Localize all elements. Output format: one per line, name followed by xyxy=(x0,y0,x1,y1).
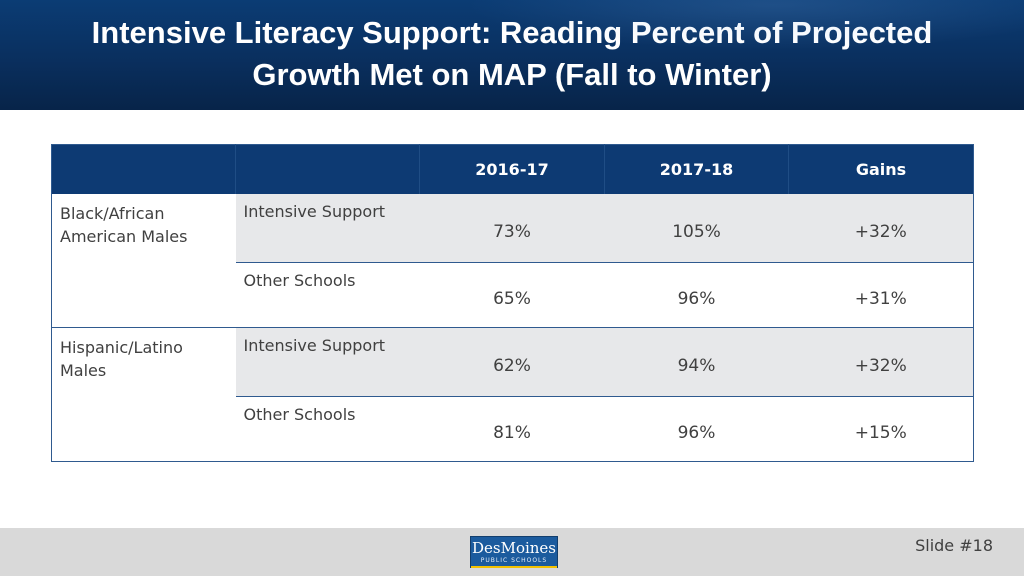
table-row: Other Schools 81% 96% +15% xyxy=(52,396,974,462)
value-gains: +15% xyxy=(788,396,974,462)
value-2017-18: 96% xyxy=(604,396,789,462)
slide-title-line-2: Growth Met on MAP (Fall to Winter) xyxy=(252,57,772,92)
slide-number: Slide #18 xyxy=(915,536,993,555)
value-gains: +31% xyxy=(788,262,974,328)
value-2017-18: 96% xyxy=(604,262,789,328)
value-2016-17: 81% xyxy=(419,396,605,462)
column-header-2016-17: 2016-17 xyxy=(419,144,605,194)
group-label-black-african-american-males: Black/African American Males xyxy=(51,194,236,328)
logo-wordmark: DesMoines xyxy=(471,539,557,557)
value-2016-17: 62% xyxy=(419,327,605,397)
row-label: Intensive Support xyxy=(235,194,420,263)
value-2016-17: 65% xyxy=(419,262,605,328)
value-2017-18: 94% xyxy=(604,327,789,397)
group-label-hispanic-latino-males: Hispanic/Latino Males xyxy=(51,327,236,462)
value-gains: +32% xyxy=(788,327,974,397)
table-row: Hispanic/Latino Males Intensive Support … xyxy=(51,327,974,462)
title-banner: Intensive Literacy Support: Reading Perc… xyxy=(0,0,1024,110)
table-row: Black/African American Males Intensive S… xyxy=(51,194,974,328)
table-header-row: 2016-17 2017-18 Gains xyxy=(51,144,974,194)
value-gains: +32% xyxy=(788,194,974,263)
column-header-school-type xyxy=(235,144,420,194)
value-2016-17: 73% xyxy=(419,194,605,263)
row-label: Intensive Support xyxy=(235,327,420,397)
table-row: Other Schools 65% 96% +31% xyxy=(52,262,974,328)
slide-title: Intensive Literacy Support: Reading Perc… xyxy=(0,12,1024,96)
row-label: Other Schools xyxy=(235,396,420,462)
column-header-2017-18: 2017-18 xyxy=(604,144,789,194)
growth-table: 2016-17 2017-18 Gains Black/African Amer… xyxy=(51,144,974,462)
column-header-group xyxy=(51,144,236,194)
des-moines-public-schools-logo: DesMoines PUBLIC SCHOOLS xyxy=(470,536,558,568)
column-header-gains: Gains xyxy=(788,144,974,194)
value-2017-18: 105% xyxy=(604,194,789,263)
footer-bar: DesMoines PUBLIC SCHOOLS Slide #18 xyxy=(0,528,1024,576)
logo-subtitle: PUBLIC SCHOOLS xyxy=(480,557,548,564)
logo-accent-stripe xyxy=(471,566,557,568)
row-label: Other Schools xyxy=(235,262,420,328)
slide-title-line-1: Intensive Literacy Support: Reading Perc… xyxy=(91,15,933,50)
